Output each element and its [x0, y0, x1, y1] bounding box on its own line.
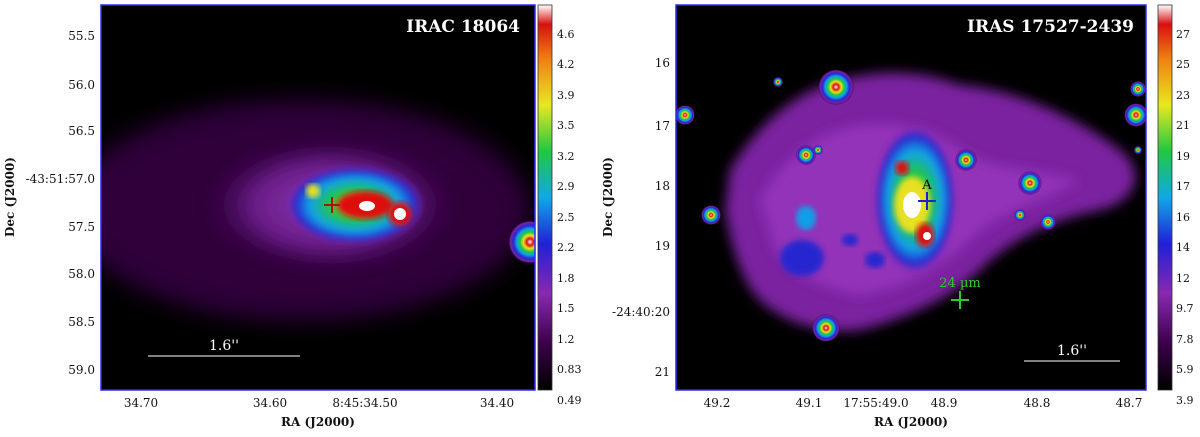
left-scalebar-label: 1.6'' [209, 338, 239, 354]
right-x-axis-label: RA (J2000) [874, 415, 948, 429]
left-x-axis-label: RA (J2000) [281, 415, 355, 429]
right-x-tick: 49.1 [796, 396, 823, 410]
right-colorbar-tick: 9.7 [1176, 302, 1194, 315]
left-colorbar-tick: 1.5 [557, 302, 575, 315]
left-source-marker [324, 197, 340, 213]
left-x-tick: 8:45:34.50 [332, 396, 397, 410]
left-panel: 1.6'' IRAC 18064 34.70 34.60 8:45:34.50 … [3, 4, 582, 429]
left-colorbar-tick: 4.2 [557, 58, 575, 71]
left-colorbar-tick: 0.49 [557, 394, 582, 407]
right-y-tick: 16 [655, 56, 670, 70]
left-colorbar-tick: 3.9 [557, 89, 575, 102]
left-colorbar-tick: 3.2 [557, 150, 575, 163]
left-image-frame [100, 4, 536, 391]
right-panel-title: IRAS 17527-2439 [967, 17, 1134, 37]
left-colorbar-ticks: 4.6 4.2 3.9 3.5 3.2 2.9 2.5 2.2 1.8 1.5 … [557, 28, 582, 407]
right-x-tick: 48.9 [931, 396, 958, 410]
left-colorbar-tick: 3.5 [557, 119, 575, 132]
left-colorbar-tick: 4.6 [557, 28, 575, 41]
left-image [101, 100, 535, 320]
left-colorbar-tick: 2.2 [557, 241, 575, 254]
left-x-ticks: 34.70 34.60 8:45:34.50 34.40 [124, 396, 514, 410]
left-y-tick: 56.5 [68, 124, 95, 138]
right-colorbar-tick: 27 [1176, 28, 1190, 41]
right-colorbar-tick: 5.9 [1176, 363, 1194, 376]
right-colorbar-tick: 3.9 [1176, 394, 1194, 407]
right-x-ticks: 49.2 49.1 17:55:49.0 48.9 48.8 48.7 [704, 396, 1143, 410]
right-mips-marker [951, 291, 969, 309]
right-colorbar-tick: 21 [1176, 119, 1190, 132]
right-colorbar-tick: 14 [1176, 241, 1190, 254]
left-y-tick: 57.5 [68, 220, 95, 234]
left-y-tick: -43:51:57.0 [26, 172, 95, 186]
left-y-tick: 59.0 [68, 363, 95, 377]
right-colorbar-tick: 16 [1176, 211, 1190, 224]
right-image-frame [675, 4, 1147, 391]
left-colorbar-tick: 0.83 [557, 363, 582, 376]
right-x-tick: 17:55:49.0 [843, 396, 908, 410]
left-y-tick: 58.0 [68, 267, 95, 281]
left-x-tick: 34.60 [253, 396, 287, 410]
right-panel: A 24 µm 1.6'' IRAS 17527-2439 49.2 49.1 … [601, 4, 1194, 429]
right-x-tick: 49.2 [704, 396, 731, 410]
right-y-tick: 19 [655, 239, 670, 253]
right-y-tick: 18 [655, 179, 670, 193]
left-y-tick: 58.5 [68, 315, 95, 329]
left-colorbar-tick: 1.8 [557, 272, 575, 285]
left-colorbar [537, 4, 553, 391]
left-panel-title: IRAC 18064 [406, 17, 520, 37]
left-y-tick: 55.5 [68, 29, 95, 43]
right-colorbar-tick: 25 [1176, 58, 1190, 71]
left-colorbar-tick: 2.9 [557, 180, 575, 193]
left-y-axis-label: Dec (J2000) [3, 157, 17, 237]
left-colorbar-tick: 2.5 [557, 211, 575, 224]
right-y-axis-label: Dec (J2000) [601, 157, 615, 237]
right-colorbar-tick: 12 [1176, 272, 1190, 285]
right-x-tick: 48.8 [1024, 396, 1051, 410]
left-x-tick: 34.70 [124, 396, 158, 410]
right-x-tick: 48.7 [1116, 396, 1143, 410]
right-source-label: A [921, 178, 932, 193]
left-y-tick: 56.0 [68, 78, 95, 92]
right-y-tick: -24:40:20 [612, 305, 670, 319]
right-colorbar-ticks: 27 25 23 21 19 17 16 14 12 9.7 7.8 5.9 3… [1176, 28, 1194, 407]
right-colorbar-tick: 19 [1176, 150, 1190, 163]
right-y-tick: 17 [655, 119, 670, 133]
left-colorbar-tick: 1.2 [557, 333, 575, 346]
right-y-tick: 21 [655, 365, 670, 379]
right-y-ticks: 16 17 18 19 -24:40:20 21 [612, 56, 670, 379]
right-colorbar-tick: 17 [1176, 180, 1190, 193]
right-source-marker [918, 192, 936, 210]
right-mips-label: 24 µm [939, 276, 980, 291]
left-y-ticks: 55.5 56.0 56.5 -43:51:57.0 57.5 58.0 58.… [26, 29, 95, 377]
right-colorbar-tick: 23 [1176, 89, 1190, 102]
right-colorbar-tick: 7.8 [1176, 333, 1194, 346]
right-colorbar [1157, 4, 1173, 391]
left-x-tick: 34.40 [480, 396, 514, 410]
right-scalebar-label: 1.6'' [1057, 343, 1087, 359]
